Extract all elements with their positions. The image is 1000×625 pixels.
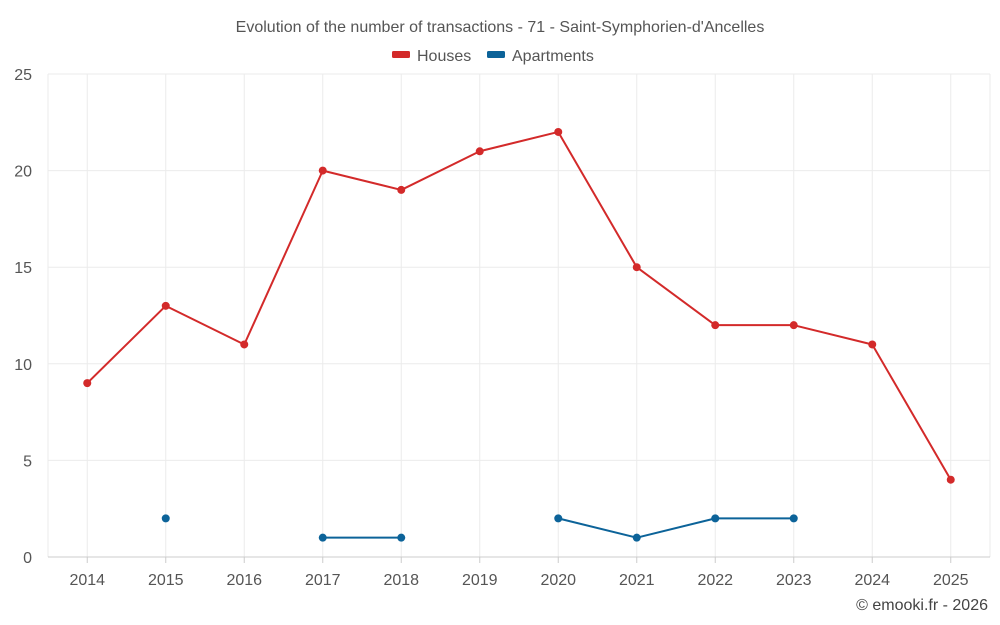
legend: Houses Apartments [392,48,594,65]
y-tick-label: 5 [23,453,32,470]
series-apartments [161,514,798,542]
x-tick-label: 2015 [148,572,184,589]
data-point-houses[interactable] [868,340,877,349]
data-point-apartments[interactable] [554,514,563,523]
data-point-houses[interactable] [946,475,955,484]
data-point-houses[interactable] [632,263,641,272]
data-point-houses[interactable] [318,166,327,175]
legend-item-houses[interactable]: Houses [392,48,471,65]
y-tick-label: 0 [23,550,32,567]
x-tick-label: 2020 [540,572,576,589]
x-tick-label: 2024 [854,572,890,589]
series-line-houses [86,130,952,481]
data-point-houses[interactable] [789,321,798,330]
data-point-houses[interactable] [711,321,720,330]
x-tick-label: 2014 [69,572,105,589]
series-line-apartments [558,517,794,539]
data-point-houses[interactable] [161,301,170,310]
series-houses [83,127,955,484]
y-tick-label: 10 [14,357,32,374]
legend-label: Houses [417,48,471,65]
data-point-apartments[interactable] [711,514,720,523]
legend-label: Apartments [512,48,594,65]
x-tick-label: 2021 [619,572,655,589]
series [83,127,955,542]
data-point-apartments[interactable] [397,533,406,542]
data-point-apartments[interactable] [318,533,327,542]
data-point-apartments[interactable] [789,514,798,523]
data-point-houses[interactable] [554,127,563,136]
legend-item-apartments[interactable]: Apartments [487,48,594,65]
grid [47,73,991,557]
x-tick-label: 2025 [933,572,969,589]
x-tick-label: 2022 [697,572,733,589]
x-tick-label: 2018 [383,572,419,589]
x-tick-label: 2019 [462,572,498,589]
legend-swatch [392,51,410,58]
data-point-apartments[interactable] [632,533,641,542]
y-tick-label: 25 [14,67,32,84]
data-point-houses[interactable] [83,379,92,388]
credit-text: © emooki.fr - 2026 [856,597,988,614]
legend-swatch [487,51,505,58]
y-tick-label: 20 [14,164,32,181]
data-point-houses[interactable] [397,185,406,194]
data-point-houses[interactable] [240,340,249,349]
data-point-houses[interactable] [475,147,484,156]
y-tick-label: 15 [14,260,32,277]
data-point-apartments[interactable] [161,514,170,523]
x-tick-label: 2017 [305,572,341,589]
x-tick-label: 2016 [226,572,262,589]
chart-title: Evolution of the number of transactions … [236,19,765,36]
x-tick-label: 2023 [776,572,812,589]
